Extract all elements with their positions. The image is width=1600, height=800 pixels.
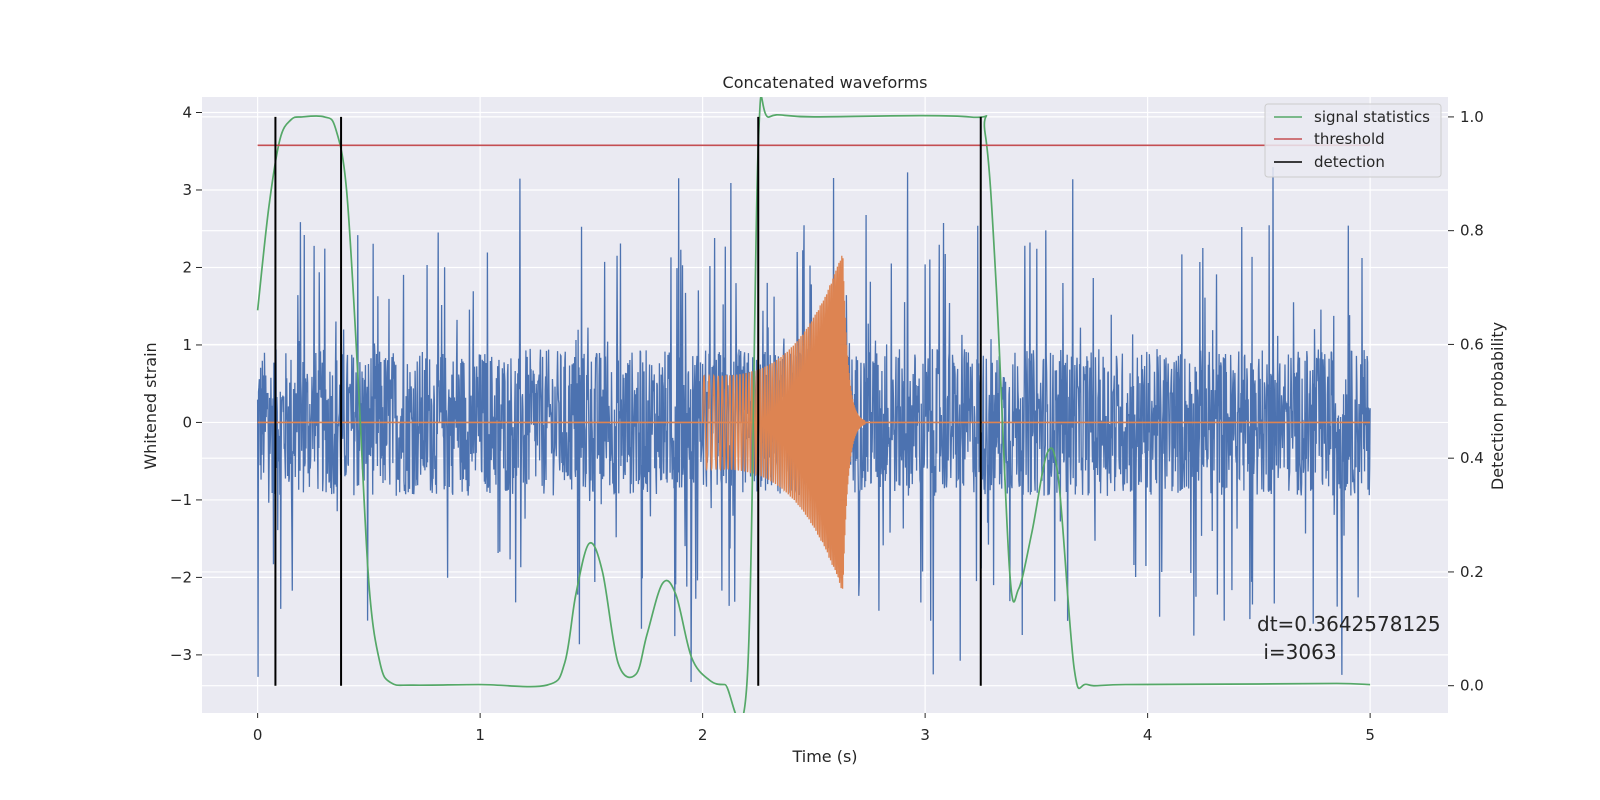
x-tick-label: 4	[1143, 726, 1153, 744]
chart-title: Concatenated waveforms	[723, 73, 928, 92]
y-tick-label: −2	[170, 568, 192, 586]
y-tick-label: 2	[182, 258, 192, 276]
x-tick-label: 0	[253, 726, 263, 744]
y-tick-label: −3	[170, 646, 192, 664]
right-tick-label: 0.2	[1460, 563, 1484, 581]
x-tick-label: 2	[698, 726, 708, 744]
signal-statistics-line	[256, 97, 1371, 713]
right-tick-label: 0.0	[1460, 677, 1484, 695]
legend: signal statistics threshold detection	[1264, 103, 1442, 178]
x-axis-ticks: 0 1 2 3 4 5	[253, 713, 1375, 744]
legend-label-detection: detection	[1314, 153, 1385, 171]
right-tick-label: 0.4	[1460, 449, 1484, 467]
legend-label-signal-statistics: signal statistics	[1314, 108, 1430, 126]
legend-label-threshold: threshold	[1314, 130, 1385, 148]
y-tick-label: 3	[182, 181, 192, 199]
y-axis-ticks: −3 −2 −1 0 1 2 3 4	[170, 103, 202, 664]
signal-statistics-series	[256, 97, 1371, 713]
annotation-index: i=3063	[1257, 640, 1337, 664]
right-axis-ticks: 0.0 0.2 0.4 0.6 0.8 1.0	[1448, 108, 1484, 695]
x-axis-label: Time (s)	[791, 747, 857, 766]
waveform-line	[701, 255, 866, 589]
right-tick-label: 0.6	[1460, 335, 1484, 353]
injected-waveform-series	[257, 255, 1371, 589]
y-tick-label: −1	[170, 491, 192, 509]
annotation-dt: dt=0.3642578125	[1257, 612, 1441, 636]
y-tick-label: 4	[182, 103, 192, 121]
y-tick-label: 1	[182, 336, 192, 354]
right-tick-label: 0.8	[1460, 222, 1484, 240]
y-tick-label: 0	[182, 413, 192, 431]
legend-box	[1264, 103, 1442, 178]
y-axis-label: Whitened strain	[141, 342, 160, 469]
x-tick-label: 3	[920, 726, 930, 744]
detection-lines	[274, 116, 982, 686]
x-tick-label: 5	[1365, 726, 1375, 744]
right-tick-label: 1.0	[1460, 108, 1484, 126]
x-tick-label: 1	[475, 726, 485, 744]
right-y-axis-label: Detection probability	[1488, 322, 1507, 490]
